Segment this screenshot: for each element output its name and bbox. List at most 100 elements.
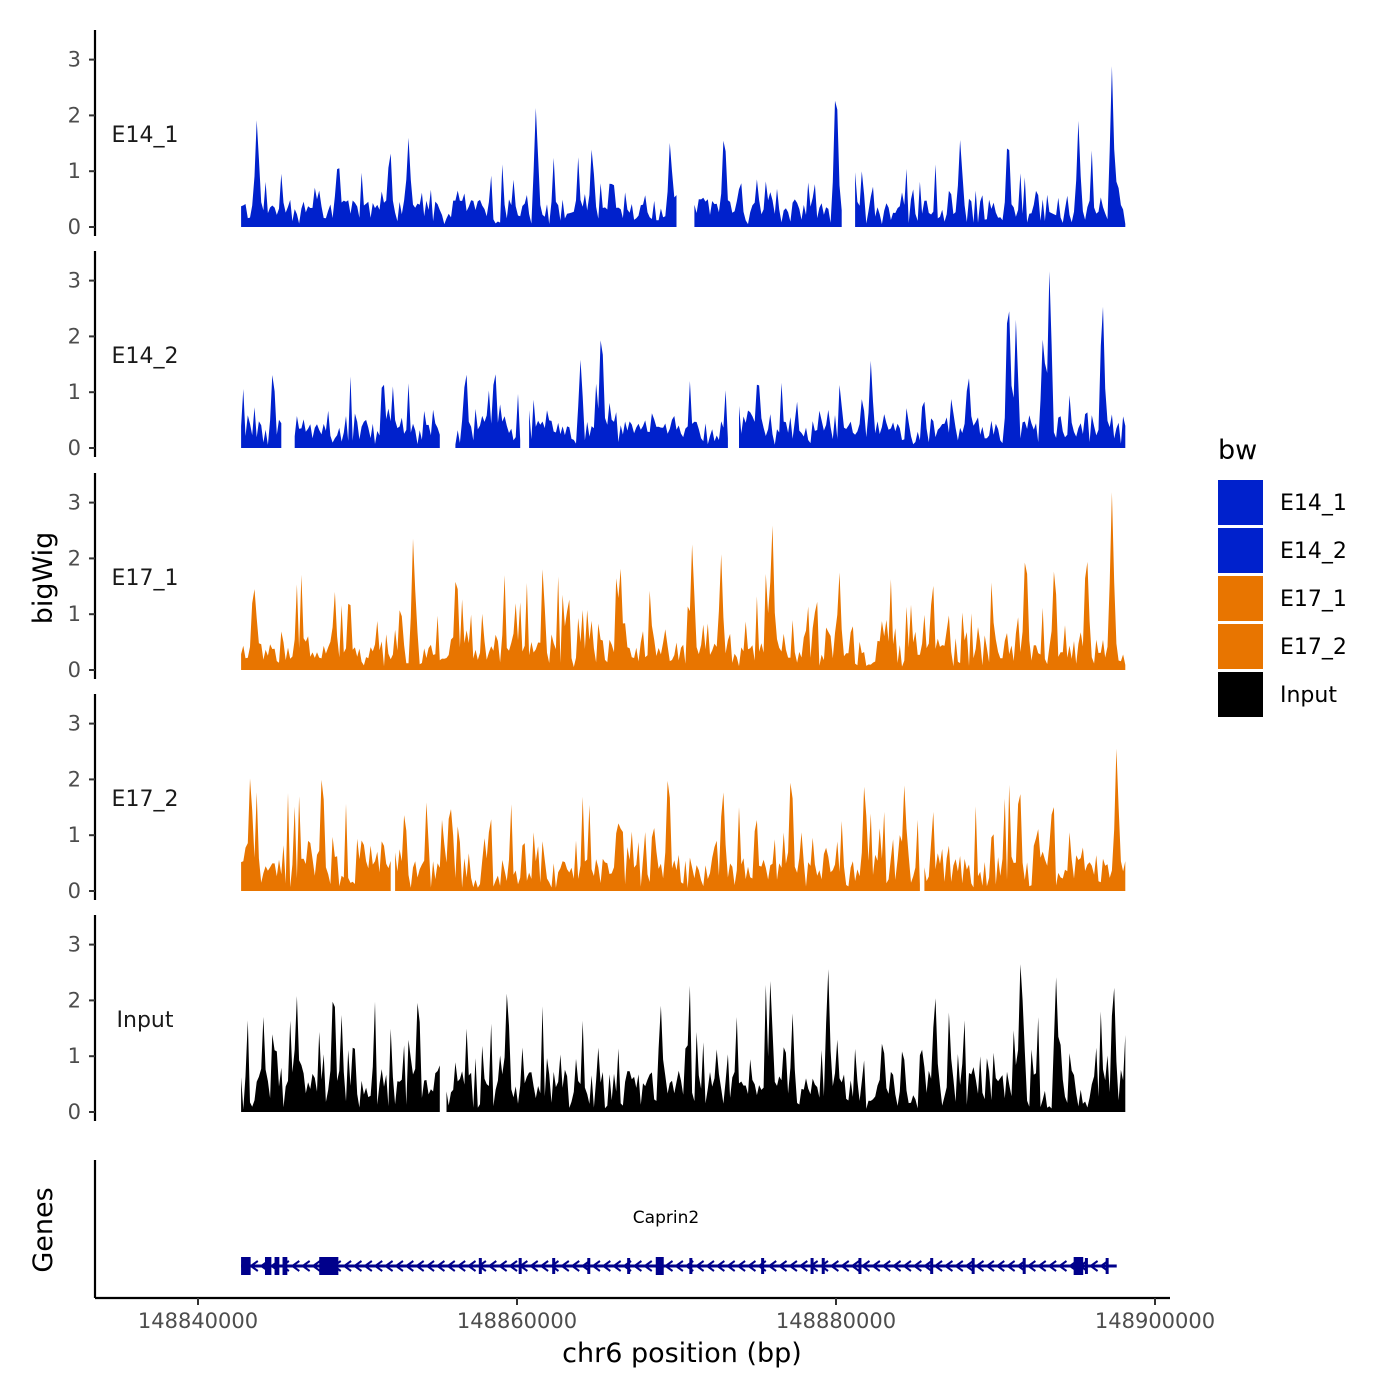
strand-arrow [373,1260,383,1272]
strand-arrow [1037,1260,1047,1272]
exon [858,1258,862,1274]
strand-arrow [1047,1260,1057,1272]
y-tick-label: 0 [68,215,81,239]
strand-arrow [611,1260,622,1272]
exon [971,1258,975,1274]
strand-arrow [726,1260,736,1272]
strand-arrow [487,1260,497,1272]
strand-arrow [1057,1260,1068,1272]
y-tick-label: 3 [68,712,81,736]
strand-arrow [829,1260,839,1272]
legend-swatch [1218,576,1263,621]
legend-swatch [1218,624,1263,669]
legend-label: E17_1 [1280,587,1347,612]
strand-arrow [249,1260,259,1272]
exon [1073,1257,1084,1275]
tracks-layer: 0 1 2 3 E14_1 0 1 2 3 E14_2 0 1 2 3 E17_1 0 1 2 3 E17_2 0 1 2 3… [68,30,1126,1124]
y-tick-label: 1 [68,380,81,404]
y-tick-label: 0 [68,1100,81,1124]
track-panel: 0 1 2 3 E17_1 [68,473,1126,682]
signal-area [241,271,1126,448]
exon [627,1258,631,1274]
strand-arrow [435,1260,446,1272]
strand-arrow [674,1260,684,1272]
track-panel: 0 1 2 3 E17_2 [68,694,1126,903]
exon [821,1258,825,1274]
strand-arrow [580,1260,591,1272]
strand-arrow [1005,1260,1016,1272]
legend-label: E14_2 [1280,539,1347,564]
y-tick-label: 2 [68,988,81,1012]
x-axis: 148840000 148860000 148880000 148900000 [95,1296,1215,1333]
strand-arrow [964,1260,974,1272]
strand-arrow [902,1260,912,1272]
exon [761,1258,765,1274]
track-label: E14_1 [112,123,179,148]
strand-arrow [1016,1260,1026,1272]
strand-arrow [383,1260,394,1272]
strand-arrow [705,1260,715,1272]
genes-layer: Caprin2 [93,1160,1117,1298]
exon [274,1257,280,1275]
x-tick-label: 148840000 [138,1309,258,1333]
strand-arrow [1026,1260,1036,1272]
strand-arrow [860,1260,871,1272]
exon [1022,1258,1026,1274]
strand-arrow [746,1260,757,1272]
track-label: E17_2 [112,787,179,812]
y-tick-label: 3 [68,269,81,293]
strand-arrow [352,1260,363,1272]
signal-area [241,964,1126,1112]
strand-arrow [985,1260,995,1272]
y-axis-title: bigWig [28,532,59,625]
strand-arrow [394,1260,404,1272]
track-panel: 0 1 2 3 E14_1 [68,30,1126,239]
strand-arrow [290,1260,300,1272]
legend-title: bw [1218,435,1257,466]
x-axis-title: chr6 position (bp) [562,1338,802,1369]
exon [552,1258,556,1274]
strand-arrow [560,1260,570,1272]
strand-arrow [300,1260,311,1272]
legend: bw E14_1 E14_2 E17_1 E17_2 Input [1218,435,1347,717]
strand-arrow [954,1260,964,1272]
exon [518,1258,522,1274]
strand-arrow [1099,1260,1109,1272]
strand-arrow [591,1260,601,1272]
strand-arrow [736,1260,746,1272]
strand-arrow [311,1260,321,1272]
legend-label: Input [1280,683,1337,708]
exon [241,1257,251,1275]
legend-label: E14_1 [1280,491,1347,516]
gene-name-label: Caprin2 [633,1208,699,1228]
strand-arrow [798,1260,808,1272]
y-tick-label: 3 [68,933,81,957]
exon [587,1258,591,1274]
exon [689,1258,693,1274]
y-tick-label: 1 [68,159,81,183]
y-tick-label: 2 [68,103,81,127]
strand-arrow [777,1260,788,1272]
strand-arrow [663,1260,674,1272]
strand-arrow [715,1260,725,1272]
y-tick-label: 3 [68,48,81,72]
exon [478,1258,482,1274]
signal-area [241,66,1126,227]
exon [282,1257,288,1275]
legend-swatch [1218,672,1263,717]
strand-arrow [995,1260,1005,1272]
exon [810,1258,814,1274]
strand-arrow [632,1260,643,1272]
strand-arrow [767,1260,777,1272]
strand-arrow [456,1260,466,1272]
strand-arrow [497,1260,508,1272]
track-label: Input [117,1008,174,1033]
strand-arrow [466,1260,477,1272]
track-label: E14_2 [112,344,179,369]
exon [264,1257,272,1275]
strand-arrow [363,1260,373,1272]
strand-arrow [922,1260,933,1272]
y-tick-label: 0 [68,658,81,682]
strand-arrow [881,1260,891,1272]
strand-arrow [446,1260,456,1272]
